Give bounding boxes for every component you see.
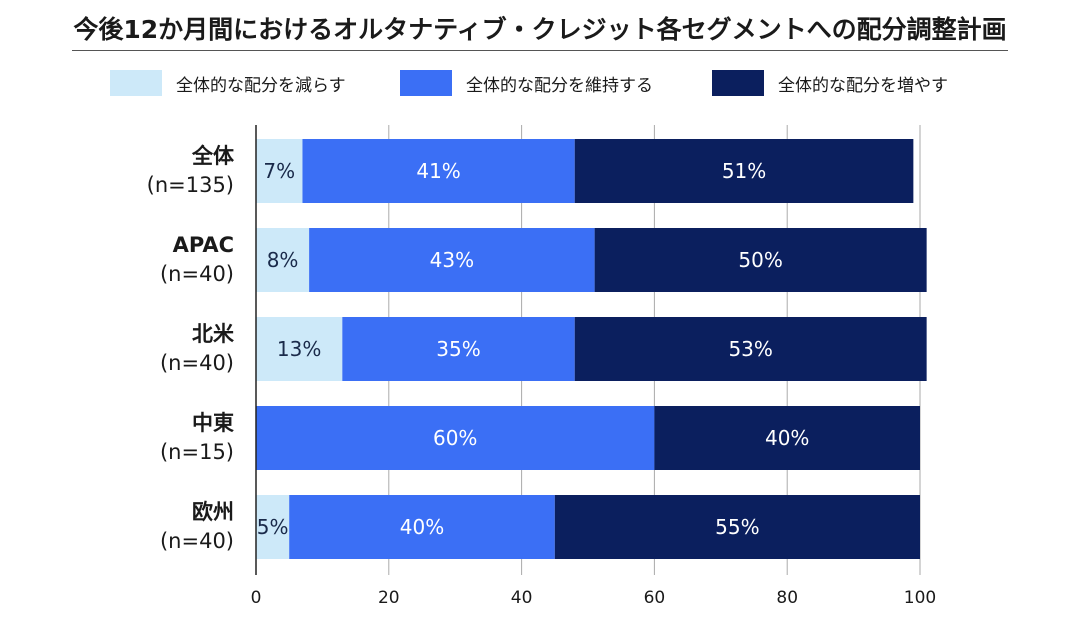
legend-label: 全体的な配分を減らす — [176, 75, 346, 96]
legend-swatch — [110, 70, 162, 96]
category-n-label: (n=15) — [160, 440, 234, 464]
bar-segment — [256, 228, 310, 292]
bar-segment — [256, 406, 655, 470]
x-tick-label: 60 — [644, 588, 666, 608]
data-label: 50% — [738, 248, 782, 272]
legend-label: 全体的な配分を維持する — [466, 75, 653, 96]
bar-segment — [256, 317, 343, 381]
category-label: 北米 — [192, 322, 235, 346]
bar-segment — [654, 406, 920, 470]
x-tick-label: 0 — [251, 588, 262, 608]
data-label: 55% — [715, 515, 759, 539]
bar-segment — [342, 317, 575, 381]
category-label: 欧州 — [192, 500, 234, 524]
category-n-label: (n=40) — [160, 262, 234, 286]
category-label: 中東 — [192, 411, 234, 435]
x-tick-label: 20 — [378, 588, 400, 608]
category-n-label: (n=40) — [160, 351, 234, 375]
category-label: APAC — [173, 233, 234, 257]
title-divider — [72, 50, 1008, 51]
data-label: 53% — [728, 337, 772, 361]
category-label: 全体 — [191, 144, 235, 168]
data-label: 43% — [430, 248, 474, 272]
category-n-label: (n=40) — [160, 529, 234, 553]
bar-segment — [554, 495, 920, 559]
bar-segment — [256, 139, 303, 203]
bar-segment — [594, 228, 927, 292]
legend-swatch — [400, 70, 452, 96]
x-tick-label: 100 — [904, 588, 936, 608]
category-n-label: (n=135) — [147, 173, 234, 197]
data-label: 7% — [263, 159, 295, 183]
legend-item-maintain: 全体的な配分を維持する — [400, 70, 653, 96]
bar-segment — [302, 139, 575, 203]
bar-segment — [289, 495, 555, 559]
bar-segment — [256, 495, 290, 559]
x-tick-label: 40 — [511, 588, 533, 608]
chart-title: 今後12か月間におけるオルタナティブ・クレジット各セグメントへの配分調整計画 — [73, 15, 1007, 44]
data-label: 60% — [433, 426, 477, 450]
legend-item-increase: 全体的な配分を増やす — [712, 70, 948, 96]
data-label: 51% — [722, 159, 766, 183]
data-label: 41% — [416, 159, 460, 183]
legend-swatch — [712, 70, 764, 96]
data-label: 40% — [400, 515, 444, 539]
legend-label: 全体的な配分を増やす — [778, 75, 948, 96]
data-label: 5% — [257, 515, 289, 539]
data-label: 40% — [765, 426, 809, 450]
legend-item-decrease: 全体的な配分を減らす — [110, 70, 346, 96]
bar-segment — [574, 139, 914, 203]
data-label: 35% — [436, 337, 480, 361]
bar-segment — [574, 317, 927, 381]
data-label: 13% — [277, 337, 321, 361]
data-label: 8% — [267, 248, 299, 272]
x-tick-label: 80 — [776, 588, 798, 608]
bar-segment — [309, 228, 595, 292]
